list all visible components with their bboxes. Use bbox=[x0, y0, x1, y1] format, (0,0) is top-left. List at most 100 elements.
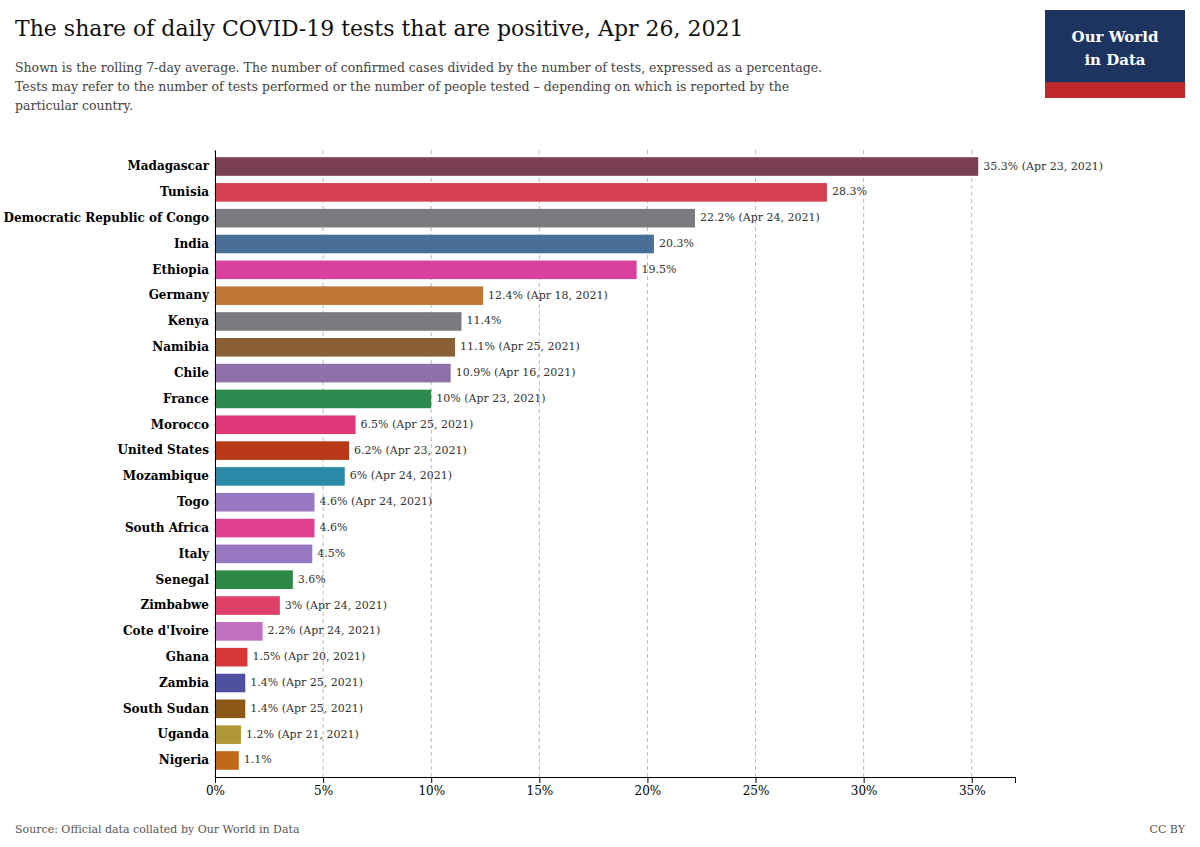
y-tick-label: Uganda bbox=[157, 727, 209, 741]
bar bbox=[215, 286, 483, 305]
y-tick-label: Italy bbox=[179, 547, 210, 561]
bar bbox=[215, 700, 245, 719]
x-tick-mark bbox=[215, 777, 216, 783]
x-tick-mark bbox=[539, 777, 540, 783]
y-tick-label: Kenya bbox=[168, 314, 209, 328]
logo-text: Our World bbox=[1072, 28, 1159, 46]
bar bbox=[215, 493, 314, 512]
y-tick: India bbox=[174, 237, 215, 251]
y-tick-label: India bbox=[174, 237, 209, 251]
y-tick-label: Tunisia bbox=[160, 185, 209, 199]
y-tick: Togo bbox=[177, 495, 215, 509]
bar bbox=[215, 648, 247, 667]
y-tick: Ghana bbox=[166, 650, 215, 664]
bar bbox=[215, 545, 312, 564]
data-label: 35.3% (Apr 23, 2021) bbox=[983, 160, 1103, 173]
logo-background bbox=[1045, 10, 1185, 98]
data-label: 11.1% (Apr 25, 2021) bbox=[460, 340, 580, 353]
data-label: 6% (Apr 24, 2021) bbox=[350, 469, 452, 482]
bar bbox=[215, 622, 263, 641]
bar bbox=[215, 157, 978, 176]
y-tick-label: Namibia bbox=[152, 340, 209, 354]
data-label: 12.4% (Apr 18, 2021) bbox=[488, 289, 608, 302]
y-axis-line bbox=[215, 151, 216, 778]
data-label: 22.2% (Apr 24, 2021) bbox=[700, 211, 820, 224]
x-tick-label: 25% bbox=[743, 784, 770, 798]
data-labels: 35.3% (Apr 23, 2021) 28.3% 22.2% (Apr 24, … bbox=[244, 160, 1103, 767]
y-tick-label: Mozambique bbox=[123, 469, 210, 483]
y-axis: Madagascar Tunisia Democratic Republic of … bbox=[4, 151, 216, 778]
y-tick: Italy bbox=[179, 547, 215, 561]
bar bbox=[215, 674, 245, 693]
x-tick-mark bbox=[864, 777, 865, 783]
y-tick-label: Zimbabwe bbox=[140, 598, 209, 612]
x-tick: 25% bbox=[743, 777, 770, 798]
y-tick-label: Germany bbox=[149, 288, 210, 302]
x-tick: 15% bbox=[526, 777, 553, 798]
logo-stripe bbox=[1045, 82, 1185, 98]
x-tick: 0% bbox=[206, 777, 225, 798]
y-tick: Nigeria bbox=[159, 753, 215, 767]
data-label: 1.1% bbox=[244, 753, 272, 766]
x-tick-mark bbox=[756, 777, 757, 783]
y-tick: Chile bbox=[174, 366, 215, 380]
y-tick: Ethiopia bbox=[152, 263, 215, 277]
data-label: 6.2% (Apr 23, 2021) bbox=[354, 444, 467, 457]
x-tick-mark bbox=[323, 777, 324, 783]
data-label: 1.5% (Apr 20, 2021) bbox=[252, 650, 365, 663]
y-tick: South Sudan bbox=[123, 702, 215, 716]
data-label: 3% (Apr 24, 2021) bbox=[285, 599, 387, 612]
subtitle: Shown is the rolling 7-day average. The … bbox=[15, 60, 822, 75]
bar bbox=[215, 415, 356, 434]
y-tick: Senegal bbox=[156, 573, 215, 587]
data-label: 1.4% (Apr 25, 2021) bbox=[250, 702, 363, 715]
x-axis: 0%5%10%15%20%25%30%35% bbox=[206, 777, 1016, 798]
chart: The share of daily COVID‑19 tests that a… bbox=[0, 0, 1200, 847]
y-tick-label: Chile bbox=[174, 366, 209, 380]
data-label: 1.2% (Apr 21, 2021) bbox=[246, 728, 359, 741]
grid-line bbox=[755, 150, 756, 777]
x-tick-label: 0% bbox=[206, 784, 225, 798]
y-tick-label: Democratic Republic of Congo bbox=[4, 211, 209, 225]
data-label: 3.6% bbox=[298, 573, 326, 586]
x-tick-mark bbox=[972, 777, 973, 783]
bar bbox=[215, 467, 345, 486]
bar bbox=[215, 751, 239, 770]
bar bbox=[215, 338, 455, 357]
y-tick-label: Zambia bbox=[159, 676, 209, 690]
data-label: 4.6% bbox=[319, 521, 347, 534]
y-tick: Zambia bbox=[159, 676, 215, 690]
bar bbox=[215, 183, 827, 202]
license: CC BY bbox=[1150, 823, 1186, 836]
source: Source: Official data collated by Our Wo… bbox=[15, 823, 300, 836]
y-tick: France bbox=[163, 392, 215, 406]
y-tick-label: Morocco bbox=[151, 418, 209, 432]
y-tick: Cote d'Ivoire bbox=[123, 624, 215, 638]
grid-line bbox=[971, 150, 972, 777]
x-tick-label: 10% bbox=[418, 784, 445, 798]
data-label: 1.4% (Apr 25, 2021) bbox=[250, 676, 363, 689]
data-label: 20.3% bbox=[659, 237, 694, 250]
grid bbox=[215, 150, 972, 777]
logo-text: in Data bbox=[1084, 51, 1145, 69]
bar bbox=[215, 441, 349, 460]
y-tick: Madagascar bbox=[127, 159, 215, 173]
subtitle: particular country. bbox=[15, 98, 133, 113]
x-tick: 5% bbox=[314, 777, 333, 798]
x-tick-mark bbox=[647, 777, 648, 783]
y-tick-label: France bbox=[163, 392, 209, 406]
x-tick-label: 35% bbox=[959, 784, 986, 798]
y-tick: Uganda bbox=[157, 727, 215, 741]
data-label: 6.5% (Apr 25, 2021) bbox=[361, 418, 474, 431]
y-tick-label: Ethiopia bbox=[152, 263, 209, 277]
y-tick: Zimbabwe bbox=[140, 598, 215, 612]
logo: Our World in Data bbox=[1045, 10, 1185, 98]
grid-line bbox=[863, 150, 864, 777]
bar bbox=[215, 390, 431, 409]
data-label: 28.3% bbox=[832, 185, 867, 198]
bars bbox=[215, 157, 978, 770]
y-tick: Namibia bbox=[152, 340, 215, 354]
x-tick-label: 5% bbox=[314, 784, 333, 798]
x-axis-line bbox=[216, 778, 1016, 784]
bar bbox=[215, 725, 241, 744]
